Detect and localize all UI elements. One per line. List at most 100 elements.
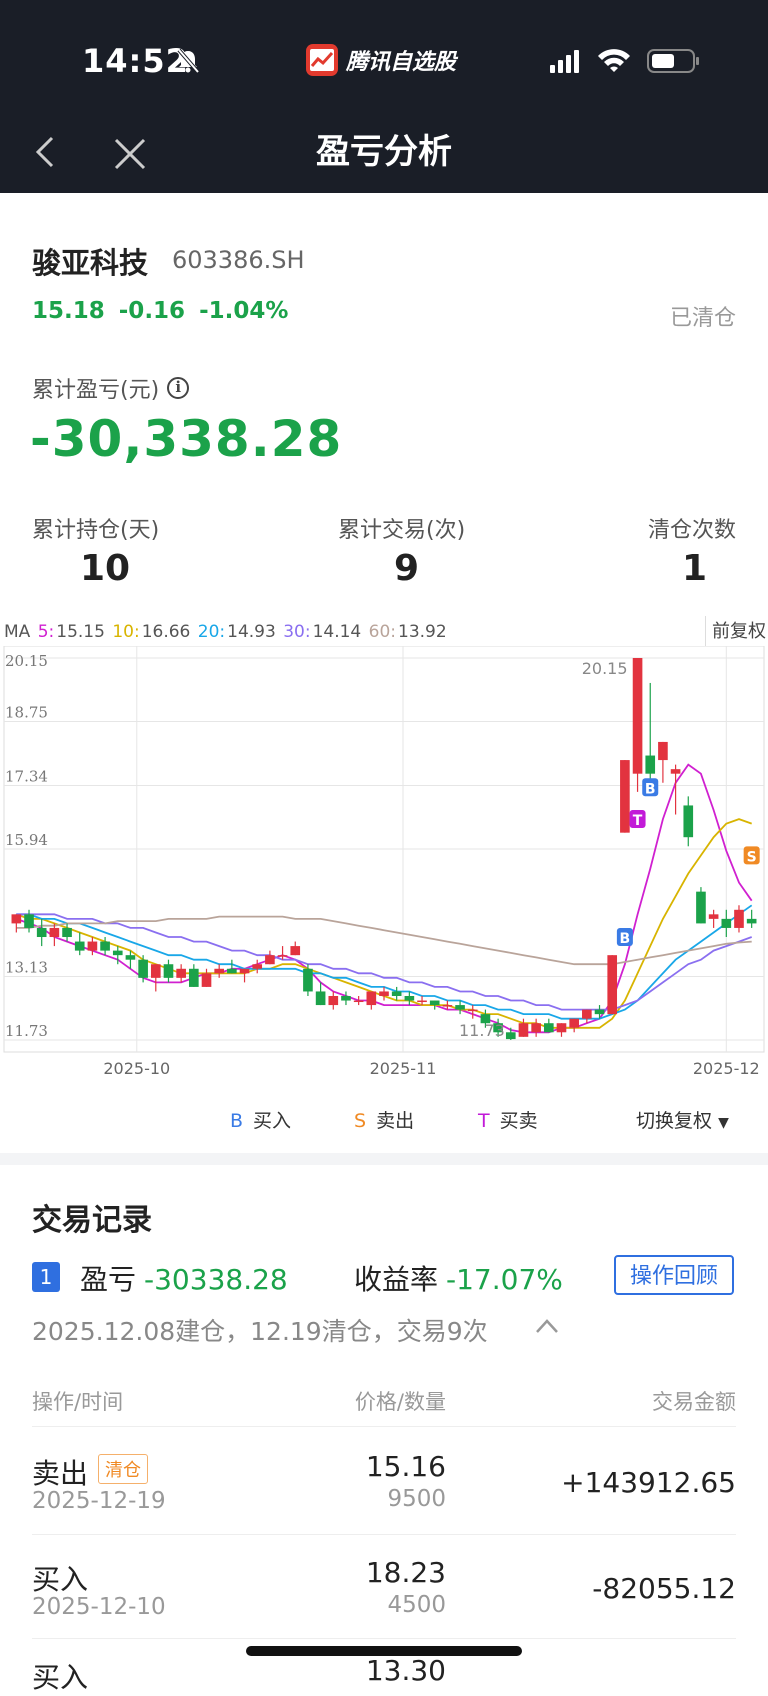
candle [353,995,364,1006]
candle [556,1023,567,1037]
candle-body [696,891,706,924]
record-pnl-value: -30338.28 [144,1263,288,1296]
ma20-line [16,904,753,1020]
legend-buy-key: B [230,1110,244,1132]
candle [176,964,186,983]
candle [518,1018,529,1037]
candle-body [531,1023,541,1033]
legend-buy: B 买入 [230,1106,291,1133]
candle-body [62,927,72,938]
candle-body [290,946,301,956]
back-icon[interactable] [30,132,60,172]
record-rate-value: -17.07% [446,1263,563,1296]
stat-trade-count-label: 累计交易(次) [338,518,466,543]
stock-price: 15.18 [32,298,105,324]
candle-body [176,968,186,978]
candle [696,887,706,924]
candle [138,955,148,983]
info-icon[interactable] [167,377,190,399]
candle-body [391,991,402,996]
candle [429,1000,440,1010]
candle-body [594,1009,605,1015]
legend-trade-key: T [478,1110,490,1132]
candle-body [24,914,34,928]
battery-icon [647,49,699,73]
candle-body [632,658,643,774]
candle-body [341,995,351,1001]
candle [531,1018,541,1037]
record-rate: 收益率 -17.07% [354,1258,563,1298]
candle [328,991,339,1010]
table-header-divider [32,1426,736,1427]
section-divider [0,1153,768,1165]
candlestick-chart[interactable]: 20.15 18.75 17.34 15.94 13.13 11.73 2025-10 202… [0,646,768,1080]
candle-body [543,1023,554,1033]
trade-marker-label: B [620,931,631,947]
legend-sell-label: 卖出 [376,1110,415,1132]
candle-body [708,914,719,919]
pnl-label-text: 累计盈亏(元) [32,378,160,403]
candle [24,909,34,933]
status-time: 14:52 [82,42,189,80]
candle [607,955,618,1015]
candle-body [74,941,85,951]
candle [670,764,681,815]
candle [632,658,643,792]
candle [265,950,275,965]
header-price-qty: 价格/数量 [354,1390,446,1414]
top-bar: 14:52 腾讯自选股 [0,0,768,193]
chevron-up-icon[interactable] [534,1316,560,1336]
x-tick-label: 2025-10 [103,1059,170,1078]
ma30-line [16,913,753,1011]
trade-marker-label: T [633,813,643,829]
x-tick-label: 2025-12 [693,1059,760,1078]
candle-body [607,955,618,1015]
adjust-toggle-button[interactable]: 前复权 [705,616,766,648]
candle [189,964,199,987]
app-logo-icon [306,44,338,76]
candle-body [277,955,288,957]
y-tick-label: 18.75 [5,704,48,722]
row1-amount: +143912.65 [561,1466,736,1499]
candle-body [645,755,656,774]
candle [315,982,326,1006]
candle [594,1005,605,1019]
candle-body [252,964,263,969]
candle [721,909,732,938]
row1-clear-tag: 清仓 [98,1454,148,1484]
candle-body [404,995,415,1001]
candle [683,796,694,847]
candle [239,968,250,983]
candle [505,1027,516,1040]
status-icons [550,49,699,73]
y-tick-label: 15.94 [5,831,48,849]
candle-body [493,1023,503,1033]
candle [214,964,225,978]
candle-body [138,959,148,978]
candle [201,968,212,987]
ma60-key: 60: [368,622,396,642]
row2-qty: 4500 [387,1592,446,1618]
max-price-label: 20.15 [582,659,628,678]
candle [366,991,377,1010]
switch-adjust-dropdown[interactable]: 切换复权 ▼ [636,1106,729,1133]
stock-change-pct: -1.04% [199,298,289,324]
candle [62,923,72,942]
review-button[interactable]: 操作回顾 [614,1255,734,1295]
candle [620,760,630,833]
candle-body [505,1032,516,1040]
caret-down-icon: ▼ [718,1115,729,1131]
candle-body [49,927,60,938]
candle [455,1000,465,1015]
close-icon[interactable] [112,136,148,172]
candle-body [746,918,757,924]
candle [543,1018,554,1033]
candle [582,1009,592,1024]
stat-clear-count-value: 1 [682,548,708,589]
trade-marker-label: S [747,849,757,865]
app-brand: 腾讯自选股 [306,44,456,76]
candle-body [150,964,161,978]
candle [645,682,656,783]
candle [36,918,47,947]
candle-body [303,968,313,992]
